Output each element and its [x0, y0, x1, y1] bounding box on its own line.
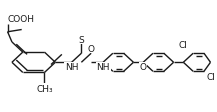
Text: Cl: Cl	[179, 41, 188, 50]
Text: Cl: Cl	[206, 72, 215, 81]
Text: S: S	[79, 35, 84, 44]
Text: COOH: COOH	[8, 15, 35, 24]
Text: NH: NH	[65, 63, 78, 72]
Text: O: O	[140, 63, 147, 72]
Text: CH₃: CH₃	[36, 84, 53, 93]
Text: O: O	[88, 44, 95, 53]
Text: NH: NH	[96, 63, 110, 72]
